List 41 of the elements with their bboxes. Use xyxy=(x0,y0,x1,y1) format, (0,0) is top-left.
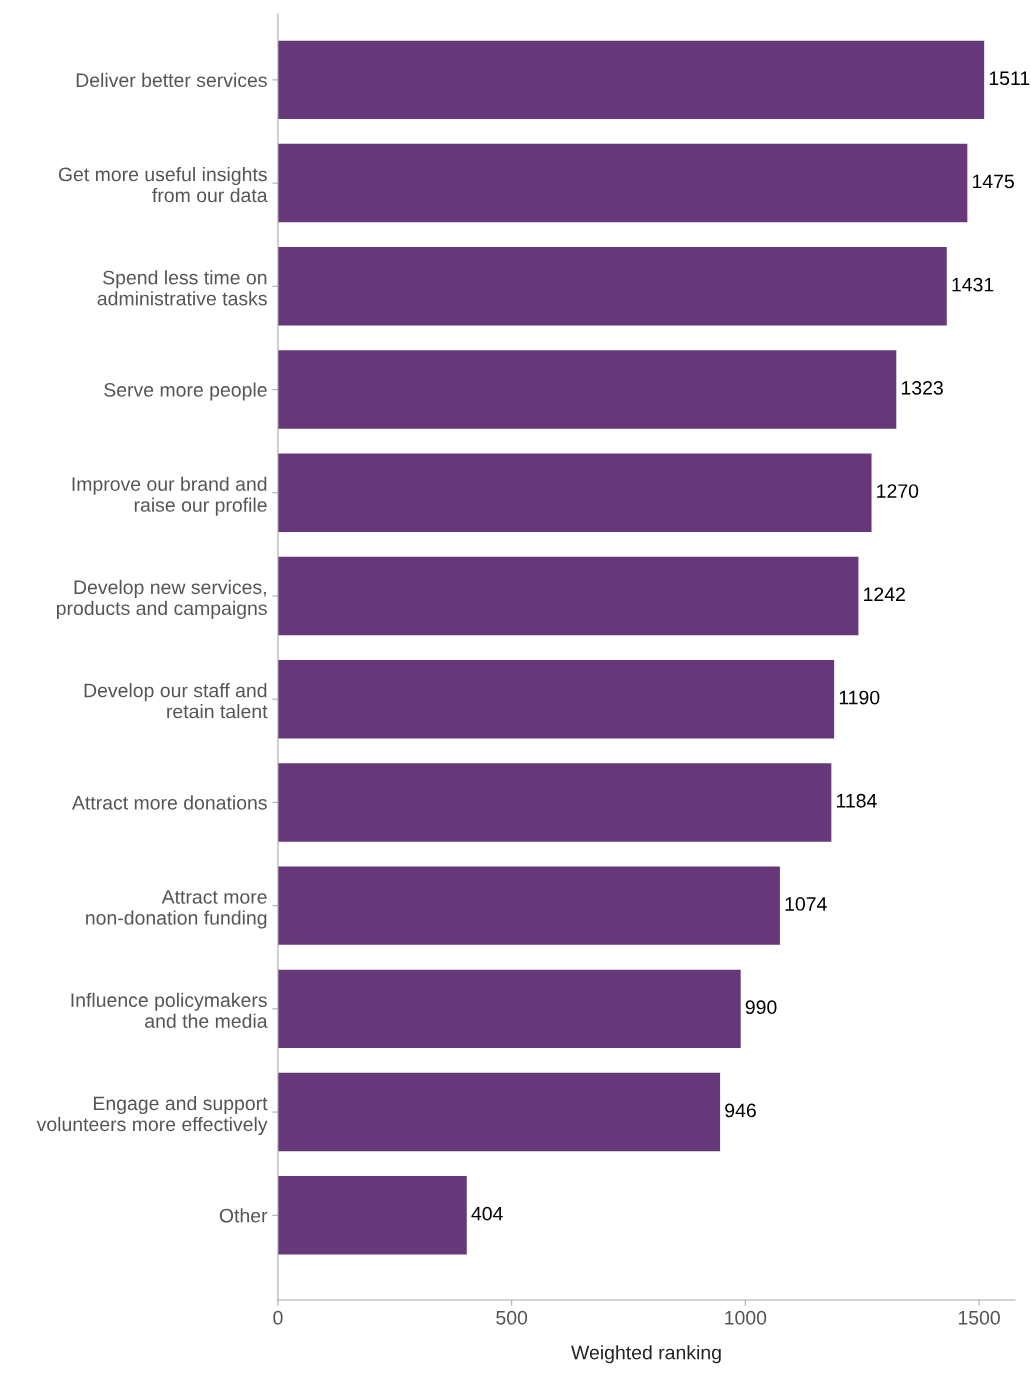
y-tick-label: Improve our brand and raise our profile xyxy=(72,476,267,516)
bar xyxy=(277,247,947,326)
data-label: 990 xyxy=(745,1000,777,1015)
data-label: 946 xyxy=(725,1103,756,1118)
bar xyxy=(277,40,985,120)
x-tick-label: 1500 xyxy=(958,1310,1000,1325)
data-label: 1323 xyxy=(901,380,943,395)
y-tick-label: Serve more people xyxy=(104,382,267,401)
bar xyxy=(277,143,968,223)
y-tick-label: Deliver better services xyxy=(76,72,267,88)
data-label: 1242 xyxy=(864,587,905,601)
data-label: 1475 xyxy=(973,174,1014,189)
y-tick-label: Influence policymakers and the media xyxy=(71,992,268,1028)
y-tick-label: Develop our staff and retain talent xyxy=(84,683,268,719)
y-tick-label: Engage and support volunteers more effectively xyxy=(36,1095,268,1136)
bar xyxy=(277,659,835,739)
data-label: 404 xyxy=(471,1206,503,1221)
y-tick-label: Other xyxy=(219,1208,268,1223)
y-tick-label: Spend less time on administrative tasks xyxy=(97,270,267,306)
data-label: 1431 xyxy=(952,277,994,292)
data-label: 1074 xyxy=(785,897,827,911)
x-tick-label: 1000 xyxy=(725,1310,767,1325)
bar xyxy=(277,1072,721,1152)
data-label: 1190 xyxy=(839,690,880,705)
data-label: 1184 xyxy=(836,793,877,808)
y-tick-label: Attract more non-donation funding xyxy=(86,890,267,929)
x-tick-label: 500 xyxy=(496,1310,528,1325)
data-label: 1270 xyxy=(877,484,919,498)
bar xyxy=(277,350,897,429)
data-label: 1511 xyxy=(989,71,1030,86)
y-tick-label: Get more useful insights from our data xyxy=(58,166,268,203)
bar xyxy=(277,866,780,945)
x-tick-label: 0 xyxy=(273,1310,283,1325)
bar xyxy=(277,1176,467,1255)
bar xyxy=(277,556,859,636)
y-tick-label: Develop new services, products and campaigns xyxy=(56,579,267,619)
y-tick-label: Attract more donations xyxy=(71,795,267,810)
bar xyxy=(277,969,741,1049)
bar xyxy=(277,763,832,842)
bar xyxy=(277,453,872,532)
x-axis-title: Weighted ranking xyxy=(571,1345,721,1364)
